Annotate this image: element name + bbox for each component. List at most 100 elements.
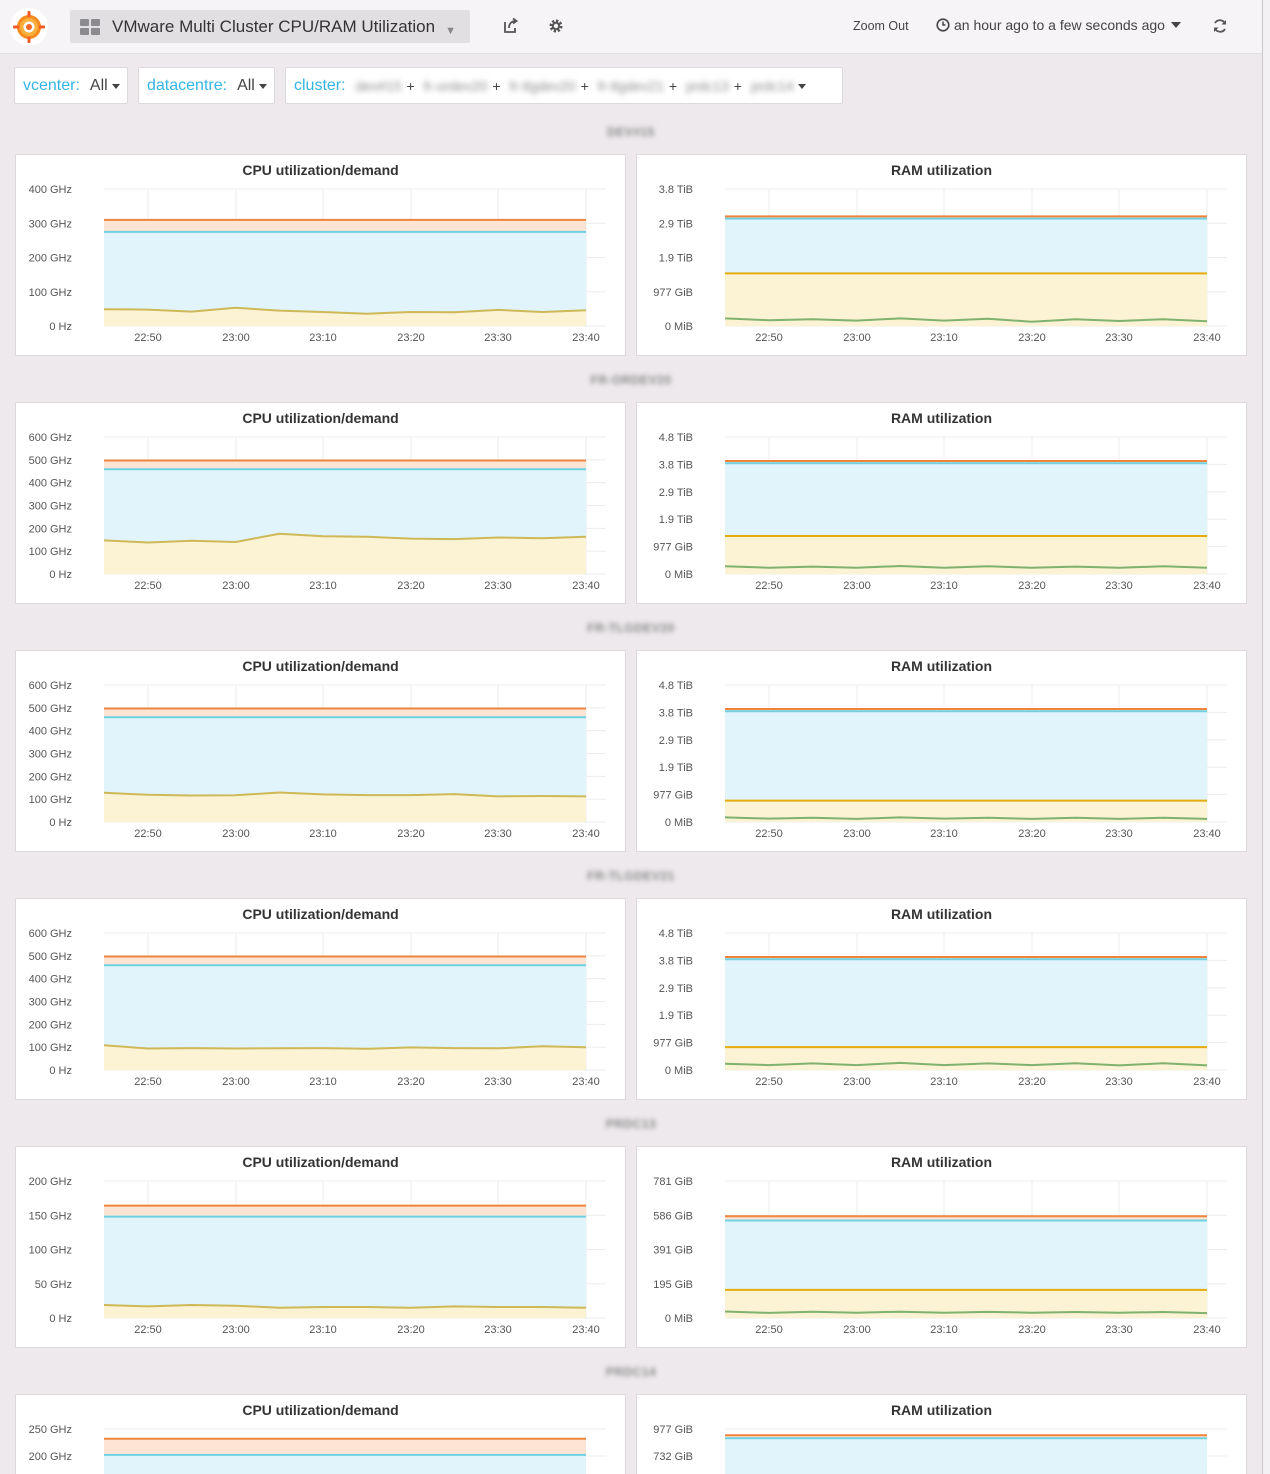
grafana-logo-icon[interactable] (10, 8, 48, 46)
panel-title[interactable]: RAM utilization (890, 410, 993, 426)
cpu-panel[interactable]: 600 GHz 500 GHz 400 GHz 300 GHz 200 GHz 100 G… (15, 898, 626, 1100)
x-tick-label: 23:10 (309, 828, 337, 840)
x-tick-label: 22:50 (755, 580, 783, 592)
x-tick-label: 23:40 (572, 828, 600, 840)
cpu-usage-area (104, 533, 586, 574)
row-title[interactable]: FR-TLGDEV20 (587, 621, 675, 635)
ram-panel[interactable]: 3.8 TiB 2.9 TiB 1.9 TiB 977 GiB 0 MiB 22:50 23… (636, 154, 1247, 356)
x-tick-label: 23:30 (1105, 828, 1133, 840)
panel-title[interactable]: RAM utilization (890, 1402, 993, 1418)
y-tick-label: 600 GHz (29, 680, 72, 692)
dashboard-picker-button[interactable]: VMware Multi Cluster CPU/RAM Utilization… (70, 10, 470, 43)
settings-gear-icon[interactable] (547, 17, 565, 35)
y-tick-label: 150 GHz (29, 1210, 72, 1222)
x-tick-label: 23:00 (222, 332, 250, 344)
y-tick-label: 391 GiB (653, 1245, 693, 1257)
x-tick-label: 23:40 (1193, 1324, 1221, 1336)
zoom-out-button[interactable]: Zoom Out (853, 19, 909, 33)
y-tick-label: 3.8 TiB (659, 184, 693, 196)
ram-graph: 781 GiB 586 GiB 391 GiB 195 GiB 0 MiB 22:50 23… (653, 1176, 1227, 1336)
y-tick-label: 100 GHz (29, 794, 72, 806)
ram-panel[interactable]: 4.8 TiB 3.8 TiB 2.9 TiB 1.9 TiB 977 GiB 0 MiB… (636, 898, 1247, 1100)
panel-title[interactable]: CPU utilization/demand (242, 906, 399, 922)
share-icon[interactable] (502, 17, 520, 35)
ram-graph: 4.8 TiB 3.8 TiB 2.9 TiB 1.9 TiB 977 GiB 0 MiB… (653, 928, 1227, 1088)
y-tick-label: 500 GHz (29, 951, 72, 963)
cluster-value: dev#15 (355, 77, 402, 94)
ram-panel[interactable]: 4.8 TiB 3.8 TiB 2.9 TiB 1.9 TiB 977 GiB 0 MiB… (636, 650, 1247, 852)
capacity-area (104, 956, 586, 966)
y-tick-label: 4.8 TiB (659, 432, 693, 444)
capacity-area (104, 219, 586, 232)
x-tick-label: 23:30 (1105, 580, 1133, 592)
x-tick-label: 23:40 (1193, 828, 1221, 840)
x-tick-label: 23:30 (1105, 1076, 1133, 1088)
x-tick-label: 23:00 (843, 332, 871, 344)
y-tick-label: 400 GHz (29, 726, 72, 738)
row-title[interactable]: FR-TLGDEV21 (587, 869, 675, 883)
cpu-panel[interactable]: 250 GHz 200 GHz CPU utilization/demand (15, 1394, 626, 1474)
y-tick-label: 100 GHz (29, 1042, 72, 1054)
panel-title[interactable]: CPU utilization/demand (242, 658, 399, 674)
y-tick-label: 0 Hz (49, 1065, 72, 1077)
x-tick-label: 23:40 (1193, 1076, 1221, 1088)
y-tick-label: 400 GHz (29, 478, 72, 490)
row-title[interactable]: FR-ORDEV20 (590, 373, 672, 387)
y-tick-label: 977 GiB (653, 287, 693, 299)
ram-panel[interactable]: 4.8 TiB 3.8 TiB 2.9 TiB 1.9 TiB 977 GiB 0 MiB… (636, 402, 1247, 604)
x-tick-label: 23:00 (843, 580, 871, 592)
datacentre-variable[interactable]: datacentre: All (138, 67, 275, 104)
y-tick-label: 1.9 TiB (659, 762, 693, 774)
x-tick-label: 23:10 (309, 580, 337, 592)
x-tick-label: 23:40 (572, 332, 600, 344)
y-tick-label: 400 GHz (29, 184, 72, 196)
y-tick-label: 3.8 TiB (659, 459, 693, 471)
panel-title[interactable]: RAM utilization (890, 658, 993, 674)
panel-title[interactable]: RAM utilization (890, 906, 993, 922)
usable-capacity-area (104, 469, 586, 574)
panel-title[interactable]: CPU utilization/demand (242, 410, 399, 426)
time-range-picker[interactable]: an hour ago to a few seconds ago (936, 17, 1181, 33)
usable-capacity-area (104, 717, 586, 822)
cpu-usage-line (103, 306, 587, 315)
cpu-panel[interactable]: 600 GHz 500 GHz 400 GHz 300 GHz 200 GHz 100 G… (15, 402, 626, 604)
panel-title[interactable]: CPU utilization/demand (242, 162, 399, 178)
cpu-panel[interactable]: 400 GHz 300 GHz 200 GHz 100 GHz 0 Hz 22:50 23:… (15, 154, 626, 356)
x-tick-label: 23:30 (1105, 1324, 1133, 1336)
vcenter-variable[interactable]: vcenter: All (14, 67, 128, 104)
top-navbar: VMware Multi Cluster CPU/RAM Utilization… (0, 0, 1262, 54)
x-tick-label: 23:00 (222, 580, 250, 592)
refresh-icon[interactable] (1211, 17, 1229, 35)
ram-panel[interactable]: 781 GiB 586 GiB 391 GiB 195 GiB 0 MiB 22:50 23… (636, 1146, 1247, 1348)
y-tick-label: 977 GiB (653, 542, 693, 554)
panel-title[interactable]: RAM utilization (890, 162, 993, 178)
x-tick-label: 22:50 (134, 1076, 162, 1088)
row-title[interactable]: DEV#15 (607, 125, 655, 139)
cpu-panel[interactable]: 600 GHz 500 GHz 400 GHz 300 GHz 200 GHz 100 G… (15, 650, 626, 852)
y-tick-label: 200 GHz (29, 1176, 72, 1188)
scrollbar[interactable] (1262, 0, 1270, 1474)
y-tick-label: 200 GHz (29, 253, 72, 265)
caret-down-icon (1170, 22, 1181, 28)
panel-title[interactable]: CPU utilization/demand (242, 1154, 399, 1170)
row-title[interactable]: PRDC13 (605, 1117, 657, 1131)
cluster-variable[interactable]: cluster: dev#15 + fr-ordev20 + fr-tlgdev20… (285, 67, 843, 104)
ram-panel[interactable]: 977 GiB 732 GiB RAM utilization (636, 1394, 1247, 1474)
ram-graph: 4.8 TiB 3.8 TiB 2.9 TiB 1.9 TiB 977 GiB 0 MiB… (653, 432, 1227, 592)
usable-capacity-area (725, 463, 1207, 574)
caret-down-icon (258, 84, 267, 89)
cpu-usage-line (103, 791, 587, 798)
cpu-panel[interactable]: 200 GHz 150 GHz 100 GHz 50 GHz 0 Hz 22:50 23:0… (15, 1146, 626, 1348)
x-tick-label: 23:10 (930, 580, 958, 592)
cluster-value: prdc14 (750, 77, 794, 94)
active-memory-line (724, 1310, 1208, 1315)
panel-title[interactable]: RAM utilization (890, 1154, 993, 1170)
y-tick-label: 500 GHz (29, 455, 72, 467)
panel-title[interactable]: CPU utilization/demand (242, 1402, 399, 1418)
y-tick-label: 977 GiB (653, 1424, 693, 1436)
x-tick-label: 23:00 (843, 828, 871, 840)
y-tick-label: 0 Hz (49, 1313, 72, 1325)
x-tick-label: 23:20 (397, 1076, 425, 1088)
x-tick-label: 23:20 (1018, 1324, 1046, 1336)
row-title[interactable]: PRDC14 (605, 1365, 657, 1379)
